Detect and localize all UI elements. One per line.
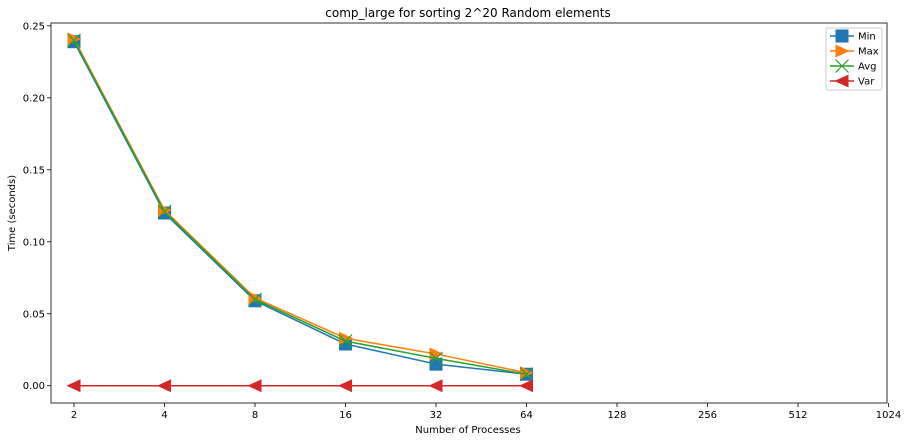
- x-tick-label: 32: [430, 410, 443, 421]
- legend-item-max: Max: [830, 44, 879, 58]
- series-max: [67, 32, 534, 380]
- x-tick-label: 1024: [876, 410, 901, 421]
- series-var: [66, 379, 533, 393]
- y-tick-label: 0.05: [23, 309, 45, 320]
- chart-title: comp_large for sorting 2^20 Random eleme…: [325, 6, 610, 20]
- y-tick-label: 0.00: [23, 381, 45, 392]
- data-point-avg: [157, 204, 172, 219]
- data-point-var: [247, 379, 262, 393]
- series-line-avg: [73, 39, 527, 375]
- legend-marker-avg: [835, 59, 849, 73]
- legend-label-var: Var: [858, 77, 875, 88]
- data-point-max: [248, 291, 263, 305]
- data-point-var: [66, 379, 81, 393]
- legend-label-max: Max: [858, 47, 879, 58]
- x-axis: 2 4 8 16 32 64 128 256 512 1024: [71, 403, 901, 421]
- legend-marker-var: [834, 74, 849, 88]
- legend: Min Max Avg Var: [825, 27, 883, 91]
- y-axis: 0.00 0.05 0.10 0.15 0.20 0.25: [23, 21, 51, 392]
- series-line-min: [73, 41, 527, 375]
- x-axis-label: Number of Processes: [415, 425, 520, 436]
- data-point-max: [67, 32, 82, 46]
- series-layer: [66, 32, 534, 393]
- legend-label-avg: Avg: [858, 62, 877, 73]
- x-tick-label: 128: [607, 410, 626, 421]
- data-point-avg: [429, 351, 443, 366]
- legend-item-min: Min: [830, 29, 876, 43]
- y-axis-label: Time (seconds): [7, 175, 18, 252]
- x-tick-label: 16: [339, 410, 352, 421]
- x-tick-label: 64: [520, 410, 533, 421]
- x-tick-label: 2: [71, 410, 77, 421]
- x-tick-label: 512: [788, 410, 807, 421]
- y-tick-label: 0.25: [23, 21, 45, 32]
- data-point-var: [428, 379, 443, 393]
- legend-box: [825, 27, 883, 91]
- series-avg: [67, 33, 534, 382]
- legend-label-min: Min: [858, 32, 876, 43]
- x-tick-label: 256: [698, 410, 717, 421]
- data-point-avg: [248, 292, 262, 307]
- data-point-max: [339, 331, 353, 345]
- legend-marker-min: [835, 29, 849, 43]
- data-point-max: [520, 366, 534, 380]
- x-tick-label: 8: [252, 410, 258, 421]
- y-tick-label: 0.10: [23, 237, 45, 248]
- data-point-var: [338, 379, 352, 393]
- plot-frame: [50, 22, 888, 404]
- legend-item-avg: Avg: [830, 59, 877, 73]
- data-point-avg: [67, 33, 81, 48]
- y-tick-label: 0.20: [23, 93, 45, 104]
- legend-item-var: Var: [830, 74, 875, 88]
- data-point-avg: [338, 334, 353, 349]
- x-tick-label: 4: [161, 410, 167, 421]
- data-point-var: [519, 379, 533, 393]
- y-tick-label: 0.15: [23, 165, 45, 176]
- series-min: [67, 35, 533, 381]
- data-point-avg: [519, 367, 534, 382]
- data-point-var: [157, 379, 171, 393]
- legend-marker-max: [835, 44, 850, 58]
